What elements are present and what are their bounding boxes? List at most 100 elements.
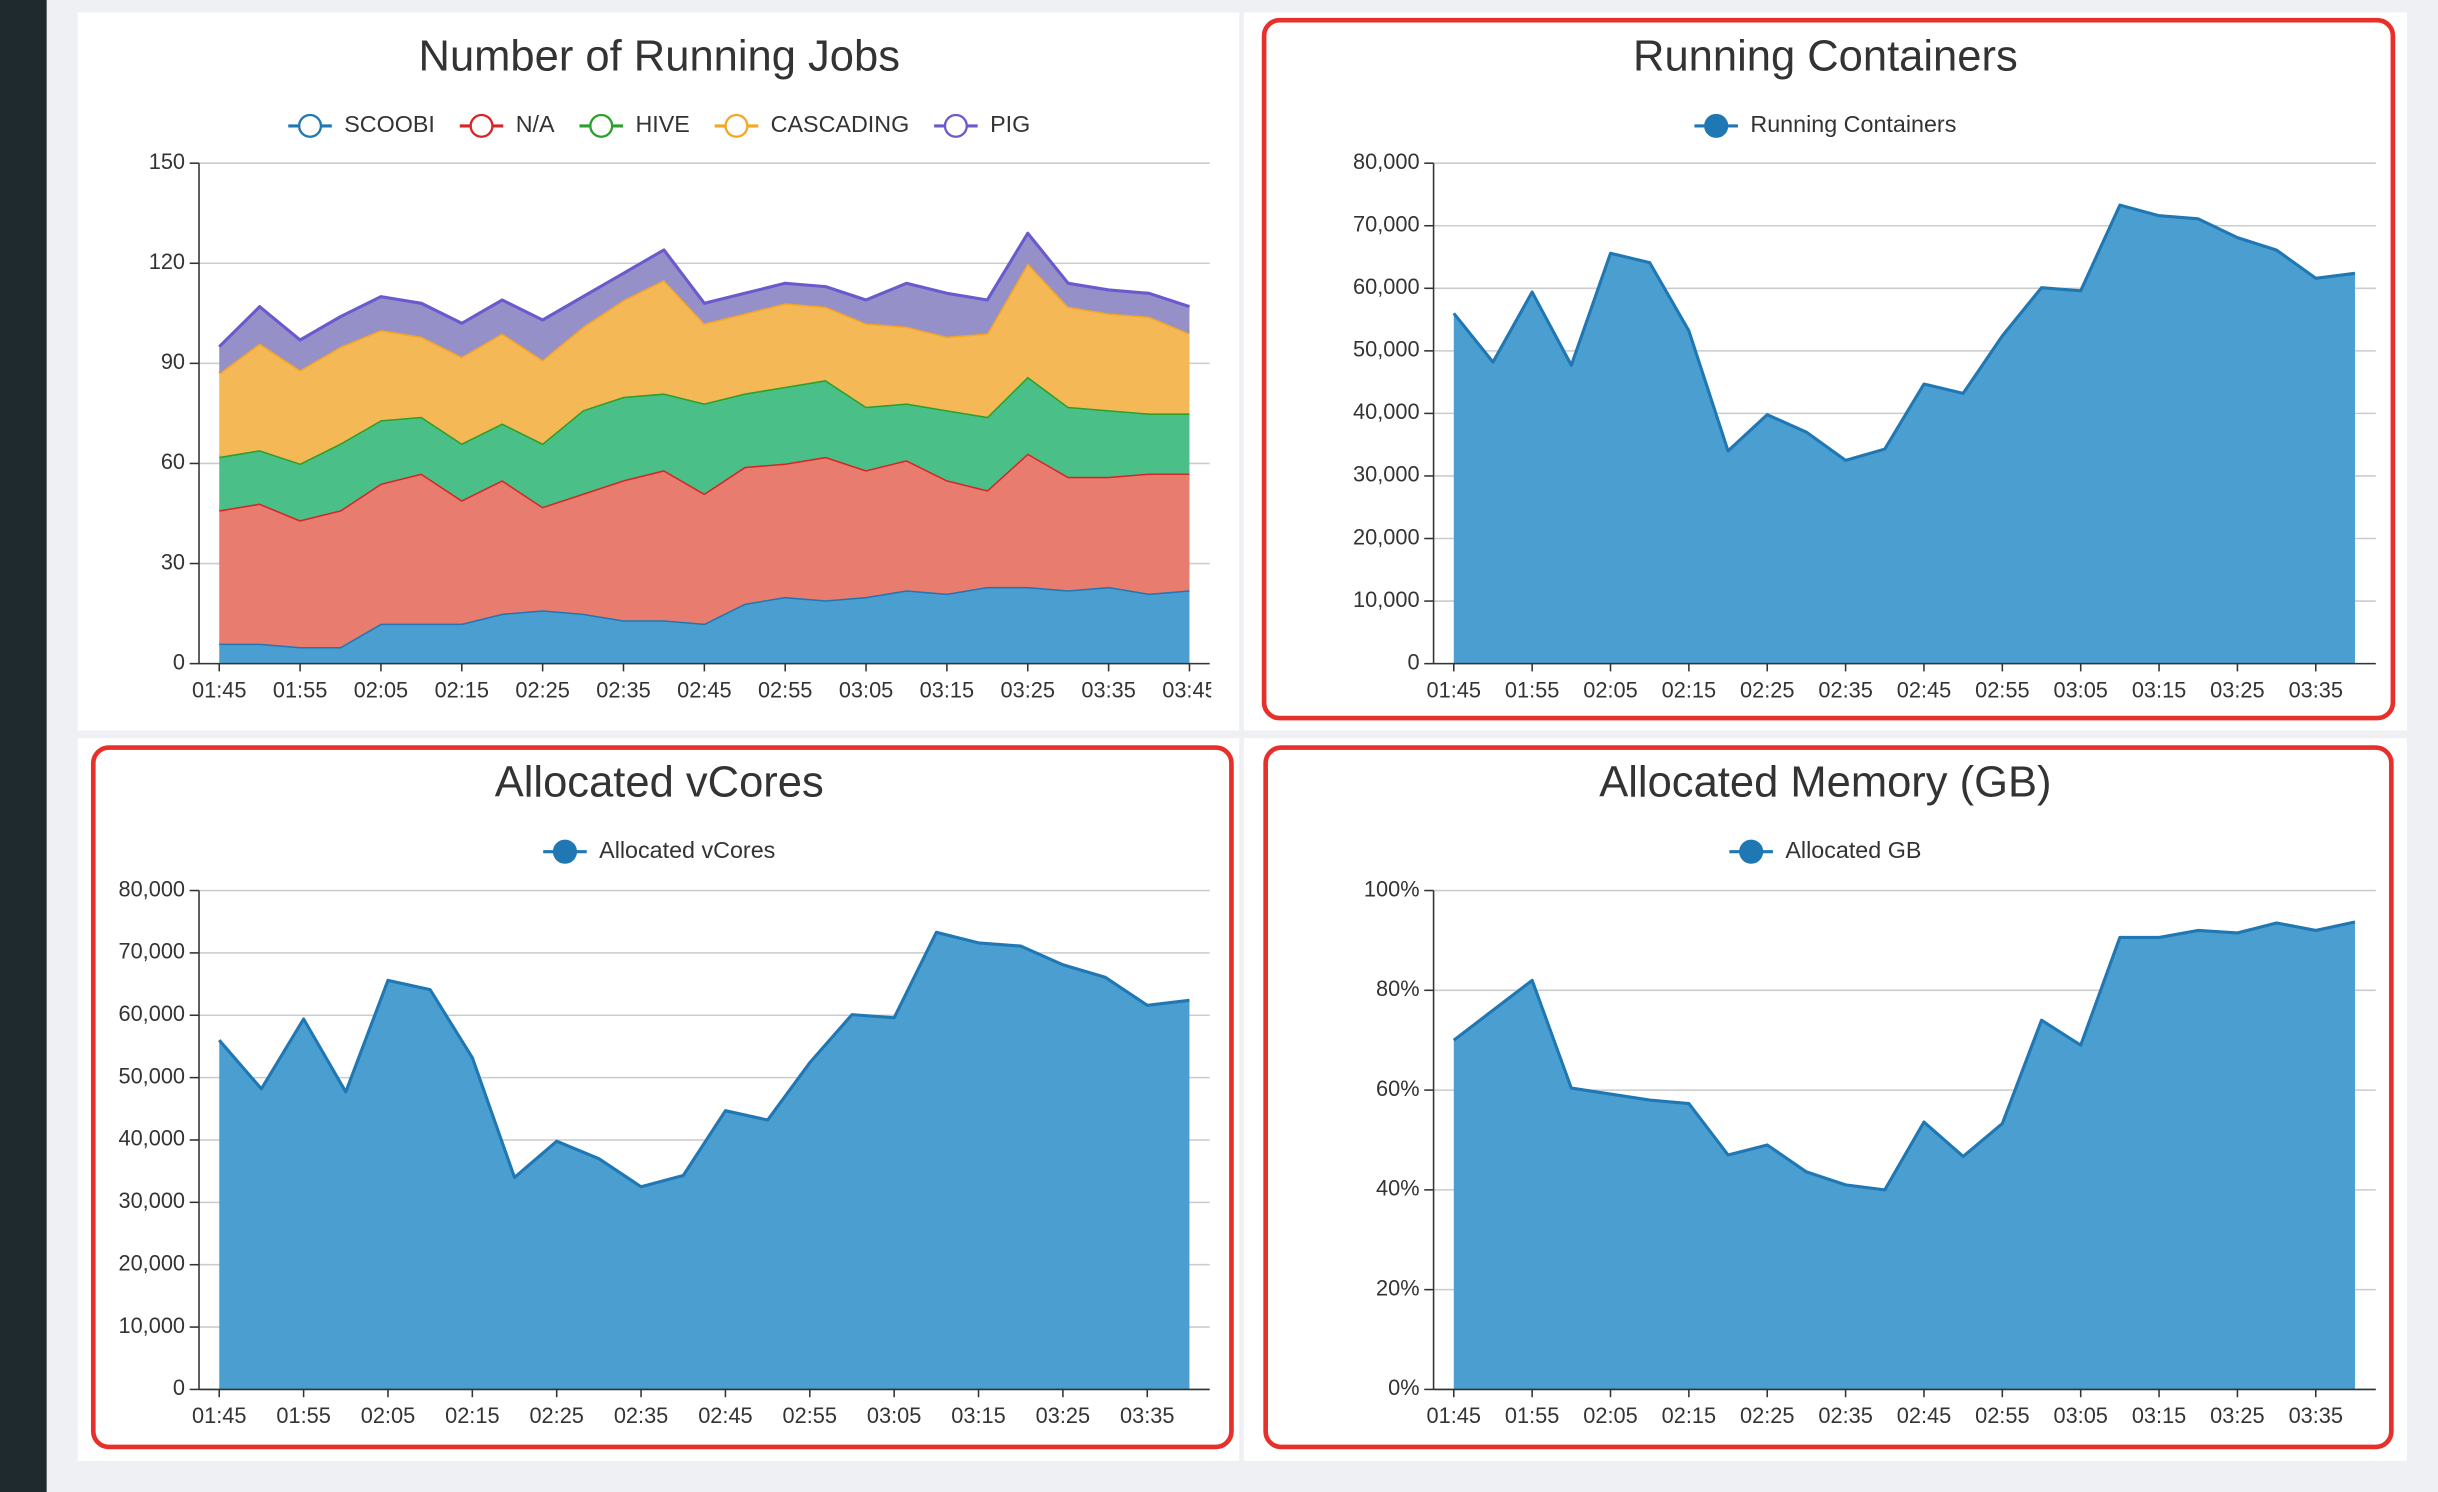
area-fill [219,376,1190,521]
x-tick-label: 02:35 [1818,677,1872,702]
y-tick-label: 0% [1388,1375,1419,1400]
x-tick-label: 03:15 [2132,1403,2186,1428]
x-tick-label: 03:35 [2289,677,2343,702]
x-tick-label: 03:35 [1120,1403,1174,1428]
x-tick-label: 02:05 [1583,677,1637,702]
x-tick-label: 03:05 [867,1403,921,1428]
x-tick-label: 01:55 [276,1403,330,1428]
y-tick-label: 20,000 [118,1250,185,1275]
x-tick-label: 02:55 [783,1403,837,1428]
x-tick-label: 02:35 [596,677,650,702]
x-tick-label: 01:45 [192,677,246,702]
y-tick-label: 80% [1376,976,1420,1001]
chart-title: Number of Running Jobs [419,33,900,81]
x-tick-label: 01:55 [1505,1403,1559,1428]
legend-marker [1704,113,1729,138]
y-tick-label: 60% [1376,1076,1420,1101]
x-tick-label: 02:25 [1740,1403,1794,1428]
area-line [218,930,1190,1189]
y-tick-label: 100% [1364,876,1420,901]
y-tick-label: 20,000 [1353,524,1420,549]
y-tick-label: 80,000 [118,876,185,901]
x-tick-label: 02:15 [1662,1403,1716,1428]
x-tick-label: 01:45 [1427,1403,1481,1428]
legend-marker [297,113,323,138]
x-tick-label: 02:55 [1975,677,2029,702]
x-tick-label: 02:15 [1662,677,1716,702]
area-line [1452,920,2356,1192]
legend-item: HIVE [579,111,690,138]
area-fill [219,586,1190,664]
y-tick-label: 10,000 [1353,587,1420,612]
x-tick-label: 02:45 [677,677,731,702]
x-tick-label: 03:15 [920,677,974,702]
area-line [218,231,1190,348]
legend-item: PIG [934,111,1030,138]
area-line [1452,203,2356,462]
legend-marker [943,113,968,138]
x-tick-label: 02:25 [515,677,569,702]
y-tick-label: 50,000 [118,1063,185,1088]
x-tick-label: 02:15 [445,1403,499,1428]
area-fill [219,932,1190,1390]
legend: Allocated vCores [543,837,775,864]
y-tick-label: 10,000 [118,1313,185,1338]
area-fill [1453,921,2355,1390]
x-tick-label: 02:15 [435,677,489,702]
highlight-frame [1263,745,2394,1450]
legend-item: SCOOBI [288,111,435,138]
chart-title: Allocated vCores [495,758,824,806]
y-tick-label: 30,000 [118,1188,185,1213]
x-tick-label: 02:25 [529,1403,583,1428]
sidebar [0,0,47,1492]
legend-item: N/A [459,111,555,138]
x-tick-label: 02:35 [614,1403,668,1428]
x-tick-label: 01:45 [192,1403,246,1428]
x-tick-label: 02:45 [1897,677,1951,702]
x-tick-label: 03:45 [1162,677,1216,702]
legend-label: PIG [990,111,1030,137]
y-tick-label: 60 [161,449,185,474]
legend-marker [589,113,614,138]
legend-label: Running Containers [1750,111,1956,137]
legend-marker [1739,839,1764,864]
highlight-frame [90,745,1234,1450]
y-tick-label: 120 [149,249,185,274]
y-tick-label: 70,000 [118,939,185,964]
x-tick-label: 03:25 [2210,677,2264,702]
x-tick-label: 03:25 [2210,1403,2264,1428]
x-tick-label: 02:05 [361,1403,415,1428]
legend-marker [469,113,494,138]
y-tick-label: 50,000 [1353,337,1420,362]
legend: SCOOBI N/A HIVE CASCADING PIG [288,111,1030,138]
highlight-frame [1261,17,2396,721]
legend-marker [724,113,749,138]
legend: Allocated GB [1729,837,1921,864]
y-tick-label: 30,000 [1353,462,1420,487]
y-tick-label: 40,000 [118,1126,185,1151]
y-tick-label: 70,000 [1353,211,1420,236]
legend-label: Allocated vCores [599,837,775,863]
x-tick-label: 01:45 [1427,677,1481,702]
legend-label: N/A [516,111,555,137]
x-tick-label: 03:25 [1036,1403,1090,1428]
y-tick-label: 40,000 [1353,399,1420,424]
y-tick-label: 0 [1407,649,1419,674]
legend-label: SCOOBI [344,111,435,137]
x-tick-label: 03:05 [2053,677,2107,702]
y-tick-label: 80,000 [1353,149,1420,174]
legend: Running Containers [1694,111,1956,138]
x-tick-label: 02:05 [354,677,408,702]
chart-title: Running Containers [1633,33,2018,81]
x-tick-label: 02:55 [1975,1403,2029,1428]
legend-marker [552,839,578,864]
x-tick-label: 03:15 [951,1403,1005,1428]
x-tick-label: 02:25 [1740,677,1794,702]
y-tick-label: 60,000 [118,1001,185,1026]
x-tick-label: 02:45 [1897,1403,1951,1428]
y-tick-label: 20% [1376,1275,1420,1300]
x-tick-label: 02:45 [698,1403,752,1428]
x-tick-label: 03:35 [2289,1403,2343,1428]
